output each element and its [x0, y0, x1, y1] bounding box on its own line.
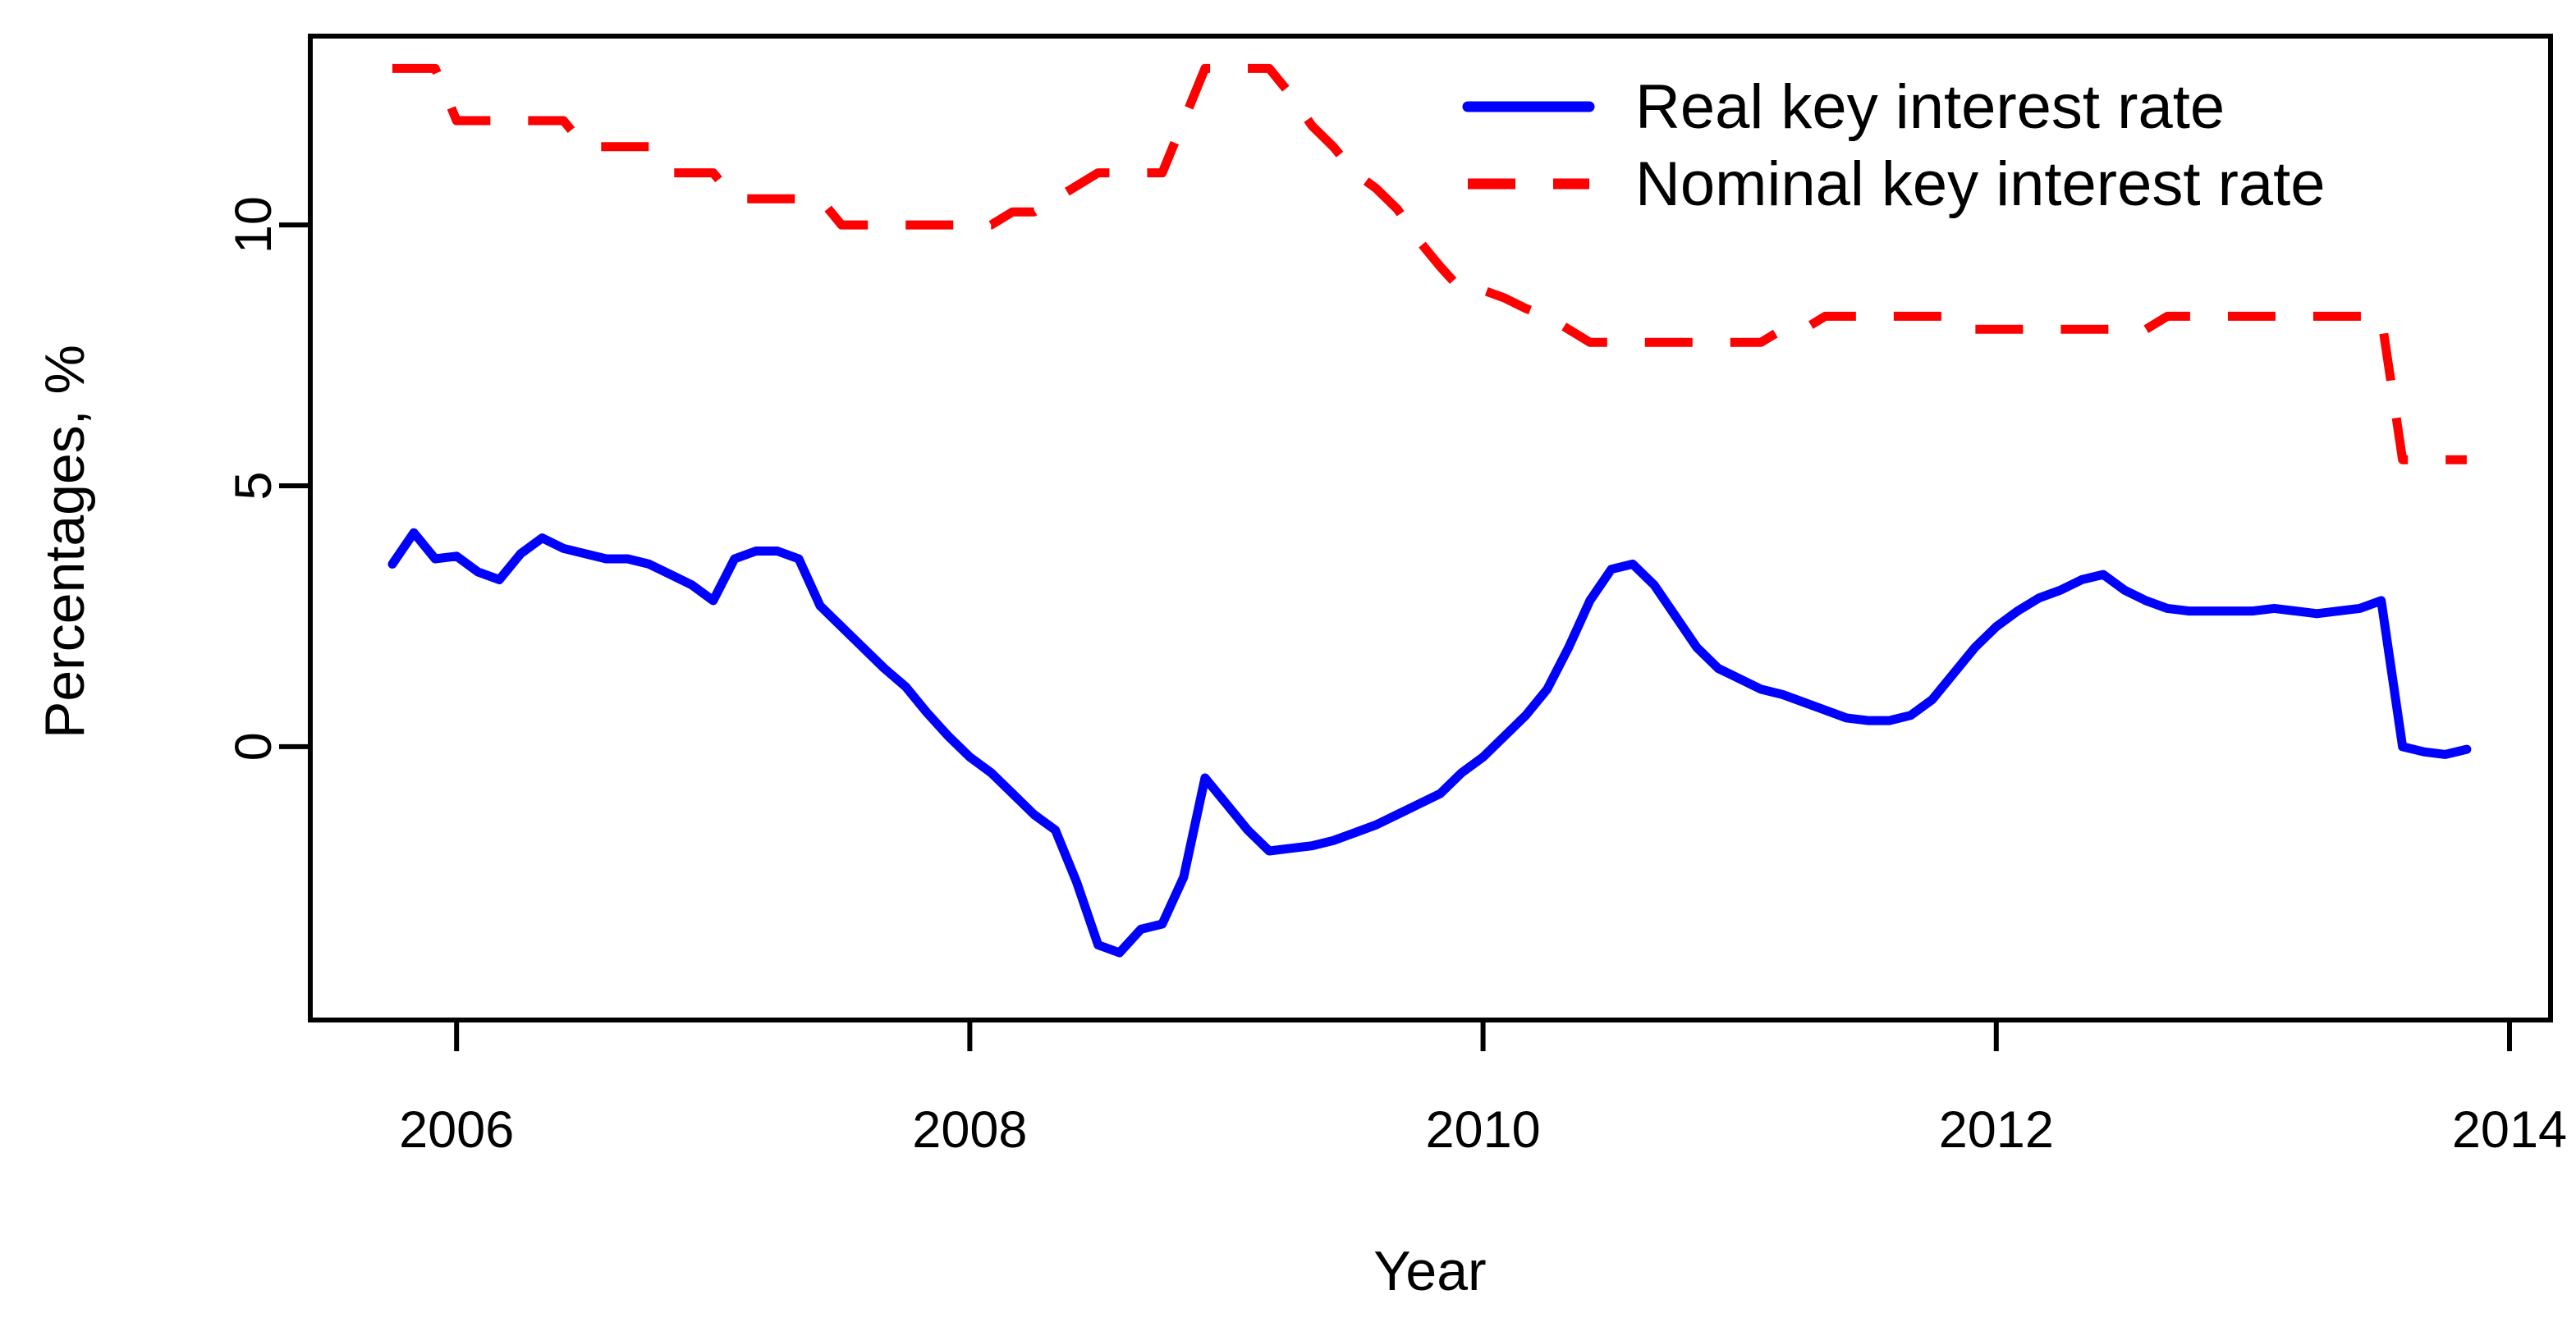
x-tick-label: 2010	[1426, 1101, 1541, 1159]
x-tick-label: 2014	[2452, 1101, 2567, 1159]
x-axis: 2006 2008 2010 2012 2014	[399, 1020, 2567, 1159]
y-axis: 0 5 10	[225, 196, 310, 761]
x-axis-title: Year	[1373, 1240, 1486, 1302]
legend-label-real: Real key interest rate	[1635, 72, 2225, 142]
legend-label-nominal: Nominal key interest rate	[1635, 149, 2326, 219]
y-axis-title: Percentages, %	[34, 345, 96, 739]
legend: Real key interest rate Nominal key inter…	[1462, 72, 2326, 219]
y-tick-label: 0	[225, 732, 282, 761]
x-tick-label: 2006	[399, 1101, 514, 1159]
series-lines	[387, 63, 2472, 958]
y-tick-label: 10	[225, 196, 282, 254]
x-tick-label: 2012	[1939, 1101, 2054, 1159]
plot-box	[308, 34, 2553, 1022]
series-line-real	[387, 528, 2472, 958]
series-line-nominal	[392, 63, 2467, 464]
y-tick-label: 5	[225, 471, 282, 500]
x-tick-label: 2008	[912, 1101, 1027, 1159]
